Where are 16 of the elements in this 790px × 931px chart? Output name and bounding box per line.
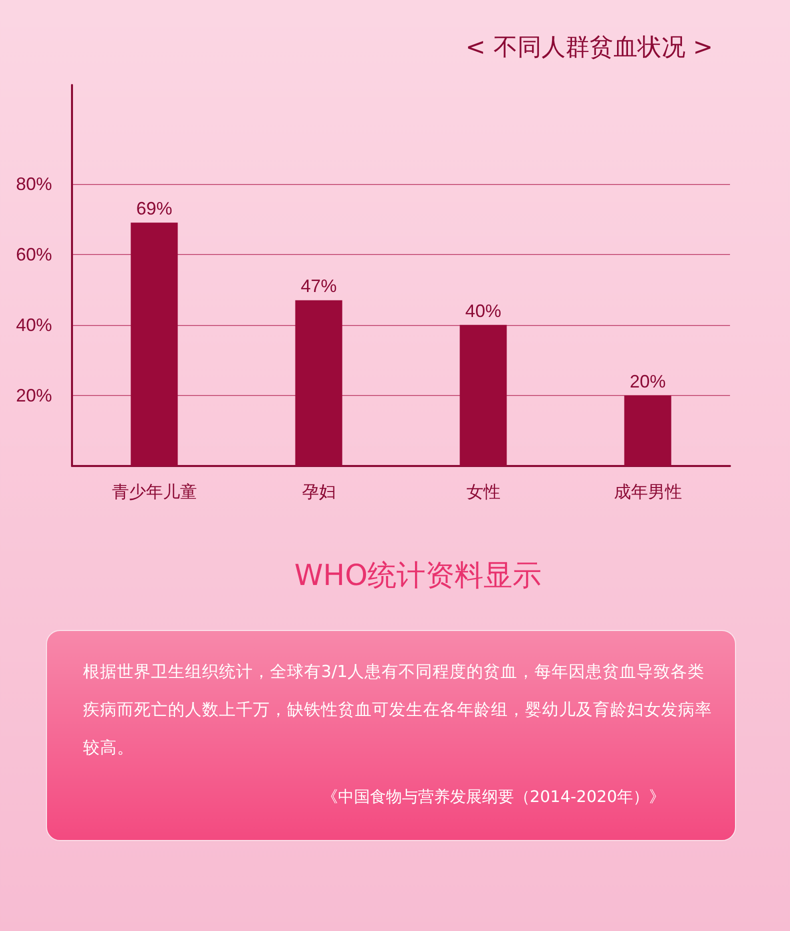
text: 根据世界卫生组织统计，全球有3/1人患有不同程度的贫血，每年因患贫血导致各类疾病而死亡的人数上千万，缺铁性贫血可发生在各年龄组，婴幼儿及育龄妇女发病率较高。 (83, 661, 713, 759)
x-tick-label: 青少年儿童 (112, 482, 197, 502)
data-label: 47% (300, 276, 337, 296)
x-tick-label: 成年男性 (614, 482, 682, 502)
data-label: 20% (630, 371, 666, 392)
text: 《中国食物与营养发展纲要（2014-2020年）》 (322, 787, 665, 808)
text: WHO统计资料显示 (293, 557, 543, 594)
x-tick-label: 孕妇 (302, 482, 336, 502)
chart-title: < 不同人群贫血状况 > (466, 33, 714, 61)
x-tick-label: 女性 (466, 482, 500, 502)
y-tick-label: 60% (16, 244, 52, 264)
y-tick-label: 80% (16, 174, 52, 194)
y-tick-label: 20% (16, 385, 52, 406)
data-label: 69% (136, 198, 172, 219)
data-label: 40% (465, 300, 502, 321)
y-tick-label: 40% (16, 314, 52, 335)
